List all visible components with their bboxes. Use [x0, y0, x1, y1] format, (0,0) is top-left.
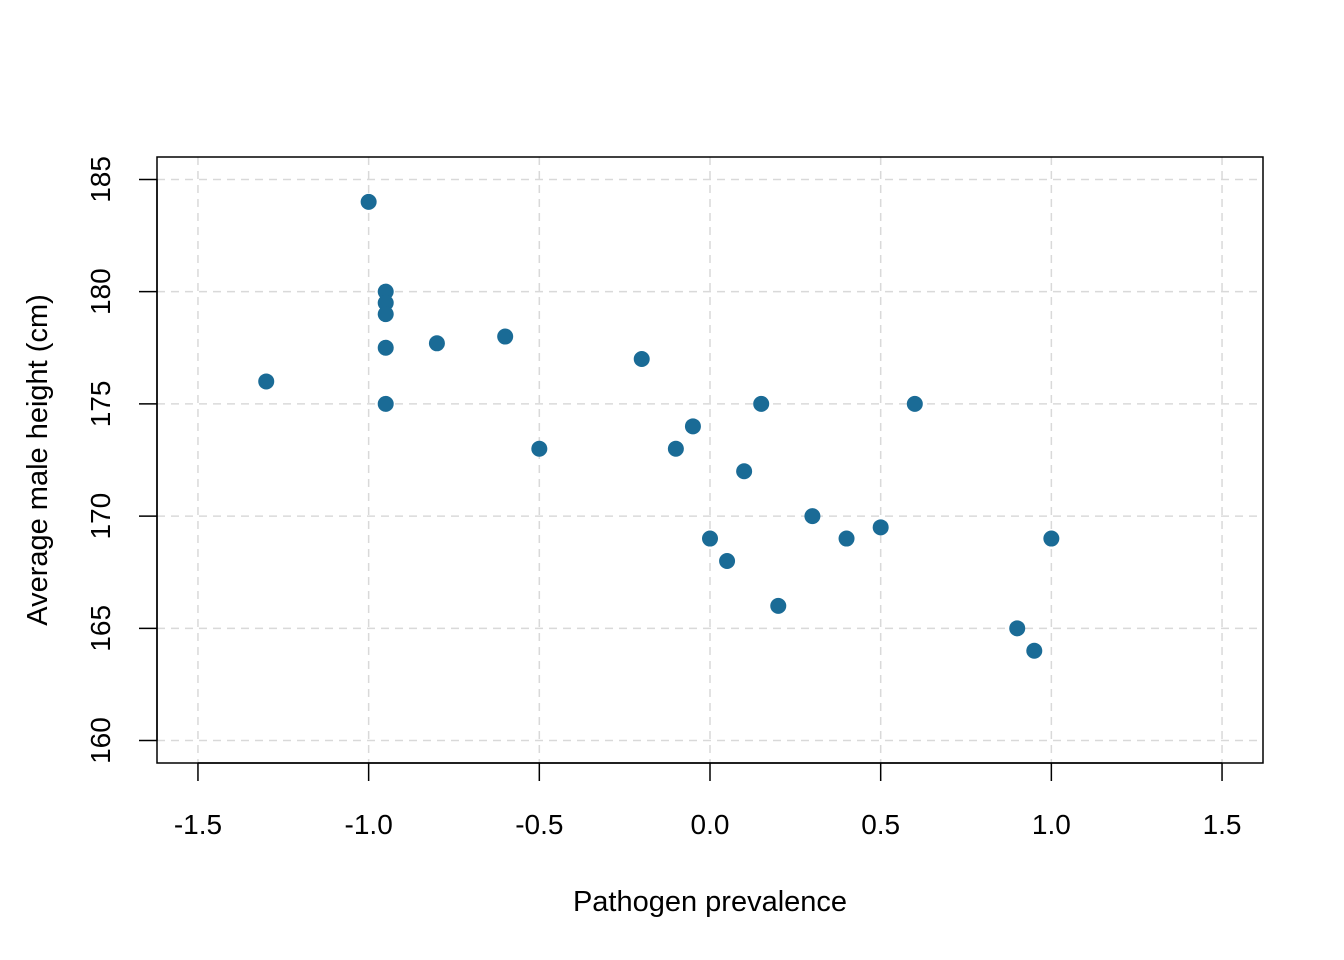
data-point	[360, 193, 377, 210]
data-point	[428, 335, 445, 352]
y-axis-title: Average male height (cm)	[22, 294, 54, 626]
y-tick-label: 165	[85, 605, 116, 652]
data-point	[736, 463, 753, 480]
data-point	[497, 328, 514, 345]
data-point	[377, 294, 394, 311]
x-tick-label: -1.5	[174, 809, 222, 840]
data-point	[531, 440, 548, 457]
data-point	[872, 519, 889, 536]
x-axis-title: Pathogen prevalence	[573, 886, 847, 918]
y-tick-label: 175	[85, 381, 116, 428]
y-tick-label: 170	[85, 493, 116, 540]
data-point	[633, 351, 650, 367]
y-tick-label: 185	[85, 156, 116, 203]
x-tick-label: -0.5	[515, 809, 563, 840]
x-tick-label: 0.5	[861, 809, 900, 840]
y-tick-label: 180	[85, 268, 116, 315]
x-tick-label: 1.0	[1032, 809, 1071, 840]
x-tick-label: 0.0	[691, 809, 730, 840]
data-point	[377, 283, 394, 300]
data-point	[684, 418, 701, 435]
y-axis: 160 165 170 175 180 185	[85, 156, 158, 764]
data-point	[1009, 620, 1026, 637]
data-point	[377, 306, 394, 323]
data-point	[702, 530, 718, 547]
data-point	[1043, 530, 1060, 547]
data-point	[667, 440, 684, 457]
data-point	[258, 373, 275, 390]
data-point	[906, 395, 923, 412]
data-point	[753, 395, 770, 412]
x-tick-label: 1.5	[1203, 809, 1242, 840]
data-point	[804, 508, 821, 525]
y-tick-label: 160	[85, 717, 116, 764]
data-point	[719, 553, 736, 569]
x-axis: -1.5 -1.0 -0.5 0.0 0.5 1.0 1.5	[174, 762, 1242, 840]
grid-lines	[157, 157, 1263, 763]
data-point	[377, 395, 394, 412]
x-tick-label: -1.0	[345, 809, 393, 840]
data-point	[1026, 642, 1043, 659]
data-point	[770, 597, 787, 614]
data-point	[377, 339, 394, 356]
data-point	[838, 530, 855, 547]
data-points	[258, 193, 1060, 659]
